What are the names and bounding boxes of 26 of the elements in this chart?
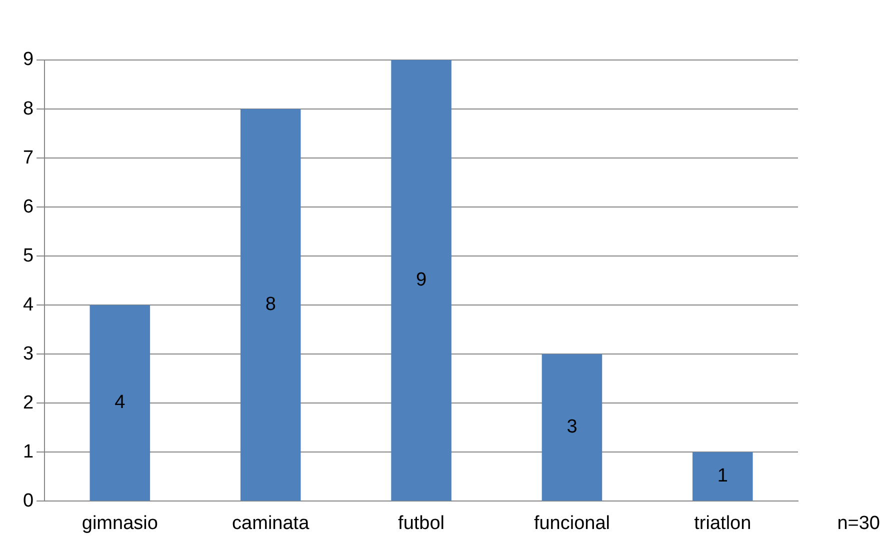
x-tick-label: caminata — [232, 512, 310, 534]
x-tick-label: futbol — [398, 512, 445, 534]
y-tick-label: 3 — [22, 343, 34, 364]
y-tick-label: 5 — [22, 245, 34, 266]
y-tick-label: 2 — [22, 392, 34, 414]
data-label: 9 — [416, 270, 427, 291]
bar — [90, 305, 150, 501]
y-tick-label: 9 — [22, 49, 34, 70]
data-label: 4 — [114, 392, 126, 414]
y-tick-label: 6 — [22, 196, 34, 218]
bar — [692, 452, 753, 501]
data-label: 8 — [265, 294, 276, 316]
y-tick-label: 8 — [22, 98, 34, 120]
x-tick-label: gimnasio — [82, 512, 158, 534]
y-tick-label: 4 — [22, 294, 34, 316]
data-label: 3 — [566, 416, 578, 438]
bar — [240, 109, 301, 501]
text: n=30 — [837, 513, 880, 534]
bar — [542, 354, 602, 501]
y-tick-label: 1 — [22, 441, 34, 462]
y-tick-label: 0 — [22, 490, 34, 512]
x-tick-label: triatlon — [694, 512, 752, 534]
bar — [391, 60, 452, 501]
data-label: 1 — [717, 466, 728, 487]
y-tick-label: 7 — [22, 147, 34, 168]
x-tick-label: funcional — [534, 512, 610, 534]
